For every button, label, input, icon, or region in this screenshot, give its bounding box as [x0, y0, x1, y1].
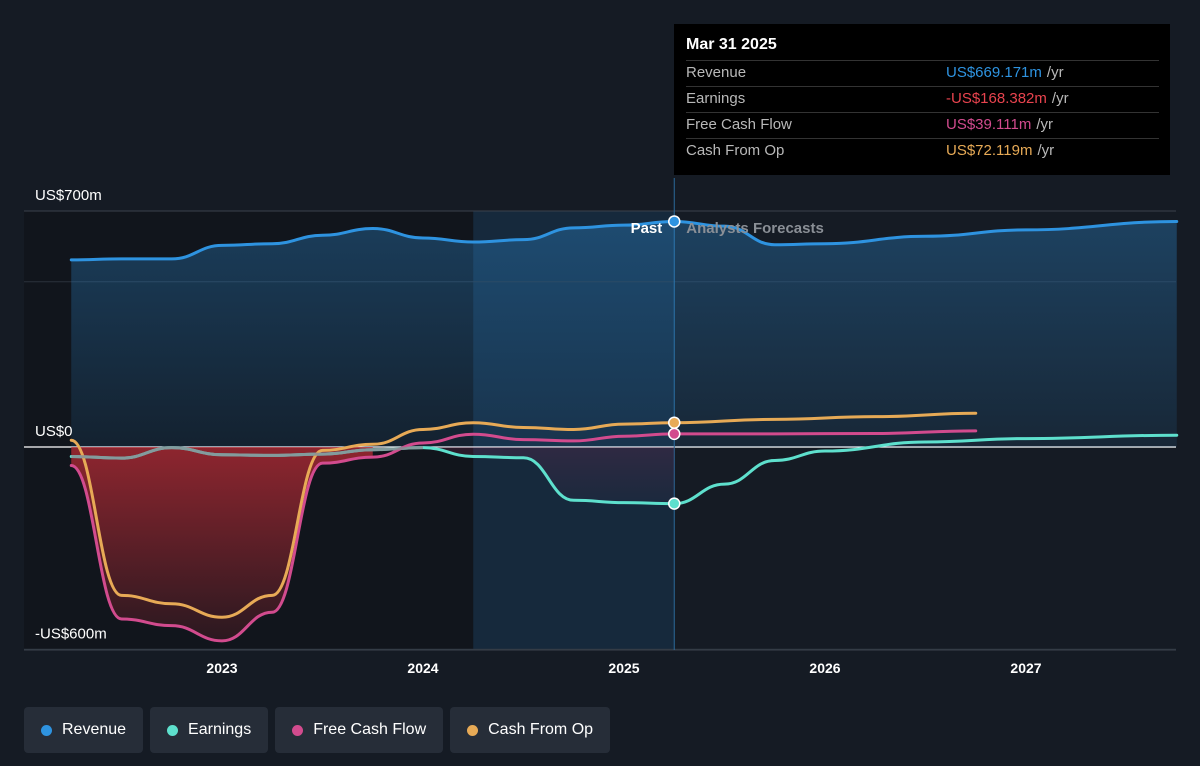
tooltip-unit: /yr [1051, 90, 1069, 107]
forecast-label: Analysts Forecasts [686, 220, 824, 237]
x-tick-label: 2025 [608, 660, 639, 676]
tooltip-value: US$39.111m [946, 116, 1032, 133]
tooltip-value: -US$168.382m [946, 90, 1047, 107]
tooltip-row-revenue: Revenue US$669.171m /yr [686, 60, 1159, 86]
tooltip-row-free-cash-flow: Free Cash Flow US$39.111m /yr [686, 112, 1159, 138]
earnings-line-past-muted [71, 446, 424, 460]
tooltip-unit: /yr [1046, 64, 1064, 81]
tooltip-row-earnings: Earnings -US$168.382m /yr [686, 86, 1159, 112]
legend-label: Free Cash Flow [313, 721, 427, 738]
free-cash-flow-marker [668, 427, 681, 441]
tooltip-panel: Mar 31 2025 Revenue US$669.171m /yr Earn… [674, 24, 1170, 175]
legend-item-cash-from-op[interactable]: Cash From Op [450, 707, 611, 753]
earnings-marker [668, 497, 681, 510]
legend: Revenue Earnings Free Cash Flow Cash Fro… [24, 707, 611, 753]
legend-label: Revenue [62, 721, 127, 738]
past-label: Past [631, 220, 663, 237]
y-tick-label: -US$600m [35, 625, 107, 642]
legend-item-revenue[interactable]: Revenue [24, 707, 144, 753]
tooltip-unit: /yr [1036, 116, 1053, 133]
tooltip-label: Cash From Op [686, 142, 785, 159]
tooltip-label: Free Cash Flow [686, 116, 792, 133]
tooltip-date: Mar 31 2025 [686, 36, 777, 53]
negative-cashflow-area [71, 447, 373, 641]
legend-item-earnings[interactable]: Earnings [150, 707, 269, 753]
legend-label: Earnings [188, 721, 252, 738]
earnings-area [423, 447, 675, 504]
tooltip-label: Revenue [686, 64, 747, 81]
revenue-line [69, 219, 1179, 262]
legend-dot-icon [167, 724, 179, 736]
tooltip-row-cash-from-op: Cash From Op US$72.119m /yr [686, 138, 1159, 164]
legend-label: Cash From Op [488, 721, 594, 738]
y-tick-label: US$0 [35, 423, 73, 440]
legend-dot-icon [467, 724, 479, 736]
x-tick-label: 2027 [1010, 660, 1041, 676]
legend-item-free-cash-flow[interactable]: Free Cash Flow [275, 707, 444, 753]
tooltip-label: Earnings [686, 90, 746, 107]
tooltip-unit: /yr [1037, 142, 1055, 159]
tooltip-value: US$72.119m [946, 142, 1033, 159]
x-tick-label: 2024 [407, 660, 438, 676]
legend-dot-icon [292, 724, 304, 736]
x-tick-label: 2023 [206, 660, 237, 676]
tooltip-value: US$669.171m [946, 64, 1042, 81]
legend-dot-icon [41, 724, 52, 736]
free-cash-flow-line [69, 429, 978, 643]
cash-from-op-line [69, 411, 978, 619]
revenue-area [71, 221, 1177, 447]
y-tick-label: US$700m [35, 187, 102, 204]
revenue-marker [668, 215, 681, 228]
x-tick-label: 2026 [809, 660, 840, 676]
cash-from-op-marker [668, 416, 681, 429]
